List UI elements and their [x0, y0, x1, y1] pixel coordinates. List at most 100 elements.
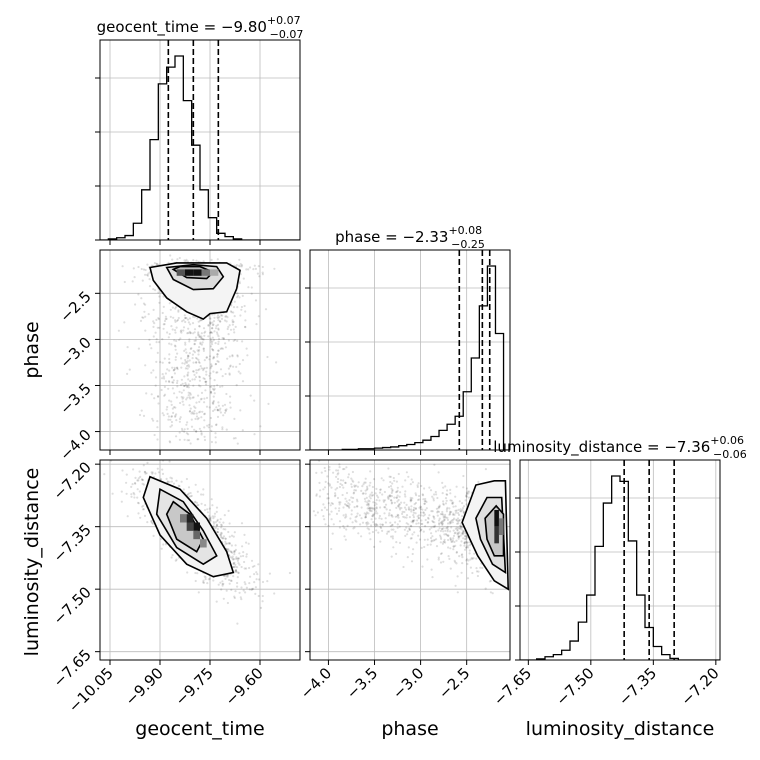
sample-point: [207, 324, 210, 327]
sample-point: [142, 464, 145, 467]
sample-point: [264, 308, 268, 311]
sample-point: [122, 456, 124, 458]
sample-point: [217, 404, 220, 407]
sample-point: [451, 540, 454, 543]
sample-point: [160, 478, 163, 481]
sample-point: [352, 527, 355, 530]
ylabel-luminosity-distance: luminosity_distance: [21, 468, 43, 657]
sample-point: [125, 481, 128, 484]
sample-point: [214, 526, 218, 529]
sample-point: [172, 381, 175, 384]
panel-frame: [99, 249, 301, 451]
sample-point: [216, 314, 220, 317]
sample-point: [384, 506, 387, 509]
sample-point: [204, 380, 207, 383]
sample-point: [179, 416, 182, 419]
sample-point: [425, 507, 428, 510]
sample-point: [231, 323, 234, 326]
sample-point: [343, 467, 346, 471]
sample-point: [163, 323, 166, 326]
sample-point: [242, 551, 245, 554]
hist-step: [310, 265, 510, 450]
sample-point: [356, 500, 359, 503]
sample-point: [233, 596, 236, 600]
sample-point: [388, 475, 391, 478]
sample-point: [182, 403, 185, 406]
sample-point: [390, 487, 393, 490]
sample-point: [222, 337, 225, 340]
sample-point: [461, 533, 464, 536]
sample-point: [175, 339, 178, 343]
sample-point: [246, 354, 249, 357]
sample-point: [441, 492, 444, 495]
sample-point: [319, 489, 322, 492]
sample-point: [136, 496, 139, 499]
sample-point: [254, 586, 257, 589]
sample-point: [458, 527, 461, 530]
sample-point: [211, 340, 214, 343]
panel-frame: [309, 459, 511, 661]
sample-point: [175, 396, 178, 399]
sample-point: [454, 527, 457, 530]
sample-point: [460, 554, 463, 557]
sample-point: [171, 381, 174, 384]
sample-point: [221, 385, 224, 388]
sample-point: [209, 367, 212, 370]
sample-point: [162, 414, 165, 417]
sample-point: [177, 310, 180, 313]
sample-point: [171, 258, 174, 261]
sample-point: [189, 491, 192, 495]
sample-point: [205, 356, 209, 359]
sample-point: [408, 528, 411, 532]
sample-point: [192, 396, 195, 399]
sample-point: [361, 521, 365, 524]
sample-point: [239, 409, 242, 412]
sample-point: [137, 479, 140, 482]
sample-point: [244, 326, 247, 329]
sample-point: [455, 518, 458, 521]
sample-point: [156, 467, 159, 470]
sample-point: [433, 493, 436, 496]
sample-point: [227, 325, 230, 329]
sample-point: [463, 541, 466, 545]
sample-point: [155, 262, 158, 265]
x-tick-label: −7.65: [490, 664, 535, 709]
sample-point: [334, 492, 337, 495]
sample-point: [169, 476, 172, 479]
sample-point: [179, 330, 182, 333]
sample-point: [433, 517, 436, 520]
sample-point: [142, 508, 145, 511]
sample-point: [212, 355, 215, 358]
sample-point: [441, 513, 444, 516]
sample-point: [256, 573, 259, 576]
sample-point: [410, 560, 414, 563]
sample-point: [170, 480, 173, 483]
sample-point: [449, 510, 452, 513]
sample-point: [187, 355, 190, 358]
sample-point: [228, 355, 231, 358]
sample-point: [155, 360, 158, 363]
sample-point: [465, 536, 468, 539]
sample-point: [377, 531, 380, 534]
sample-point: [236, 576, 239, 579]
sample-point: [457, 532, 460, 535]
sample-point: [320, 471, 323, 474]
sample-point: [389, 485, 393, 488]
sample-point: [440, 537, 443, 541]
sample-point: [224, 409, 227, 413]
sample-point: [222, 537, 225, 540]
sample-point: [370, 491, 373, 494]
sample-point: [228, 373, 231, 376]
sample-point: [156, 420, 159, 423]
sample-point: [185, 432, 188, 435]
sample-point: [183, 384, 186, 388]
sample-point: [414, 501, 417, 505]
sample-point: [168, 440, 171, 443]
sample-point: [462, 486, 465, 489]
sample-point: [230, 304, 233, 307]
sample-point: [150, 471, 153, 474]
sample-point: [215, 331, 219, 334]
sample-point: [351, 521, 354, 524]
sample-point: [186, 357, 189, 360]
sample-point: [220, 535, 223, 538]
